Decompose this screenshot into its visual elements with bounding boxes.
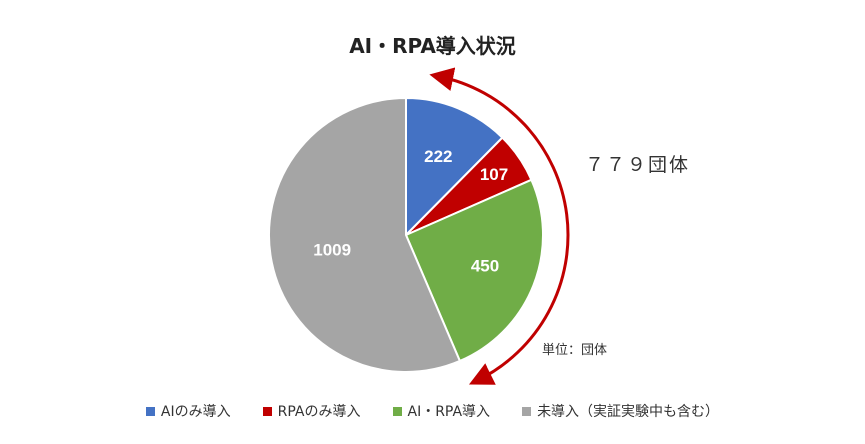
data-label-not-introduced: 1009 [313, 241, 351, 260]
legend-label: AIのみ導入 [160, 404, 231, 420]
unit-label: 単位：団体 [542, 343, 608, 358]
data-label-ai-rpa: 450 [471, 257, 499, 276]
introduced-span-arrow [429, 67, 570, 385]
data-label-ai-only: 222 [424, 147, 452, 166]
total-annotation: ７７９団体 [585, 154, 691, 176]
legend-swatch-rpa-only [262, 406, 272, 416]
legend-item: AI・RPA導入 [392, 401, 491, 421]
legend: AIのみ導入 RPAのみ導入 AI・RPA導入 未導入（実証実験中も含む） [0, 401, 865, 421]
legend-item: AIのみ導入 [145, 401, 231, 421]
legend-label: RPAのみ導入 [277, 404, 361, 420]
legend-label: AI・RPA導入 [407, 404, 491, 420]
chart-title: AI・RPA導入状況 [349, 34, 516, 58]
data-label-rpa-only: 107 [480, 165, 508, 184]
legend-item: 未導入（実証実験中も含む） [522, 401, 719, 421]
legend-label: 未導入（実証実験中も含む） [537, 404, 720, 420]
pie-slice-not-introduced [268, 96, 462, 373]
legend-swatch-ai-rpa [392, 406, 402, 416]
legend-swatch-not-introduced [522, 406, 532, 416]
legend-swatch-ai-only [145, 406, 155, 416]
legend-item: RPAのみ導入 [262, 401, 361, 421]
